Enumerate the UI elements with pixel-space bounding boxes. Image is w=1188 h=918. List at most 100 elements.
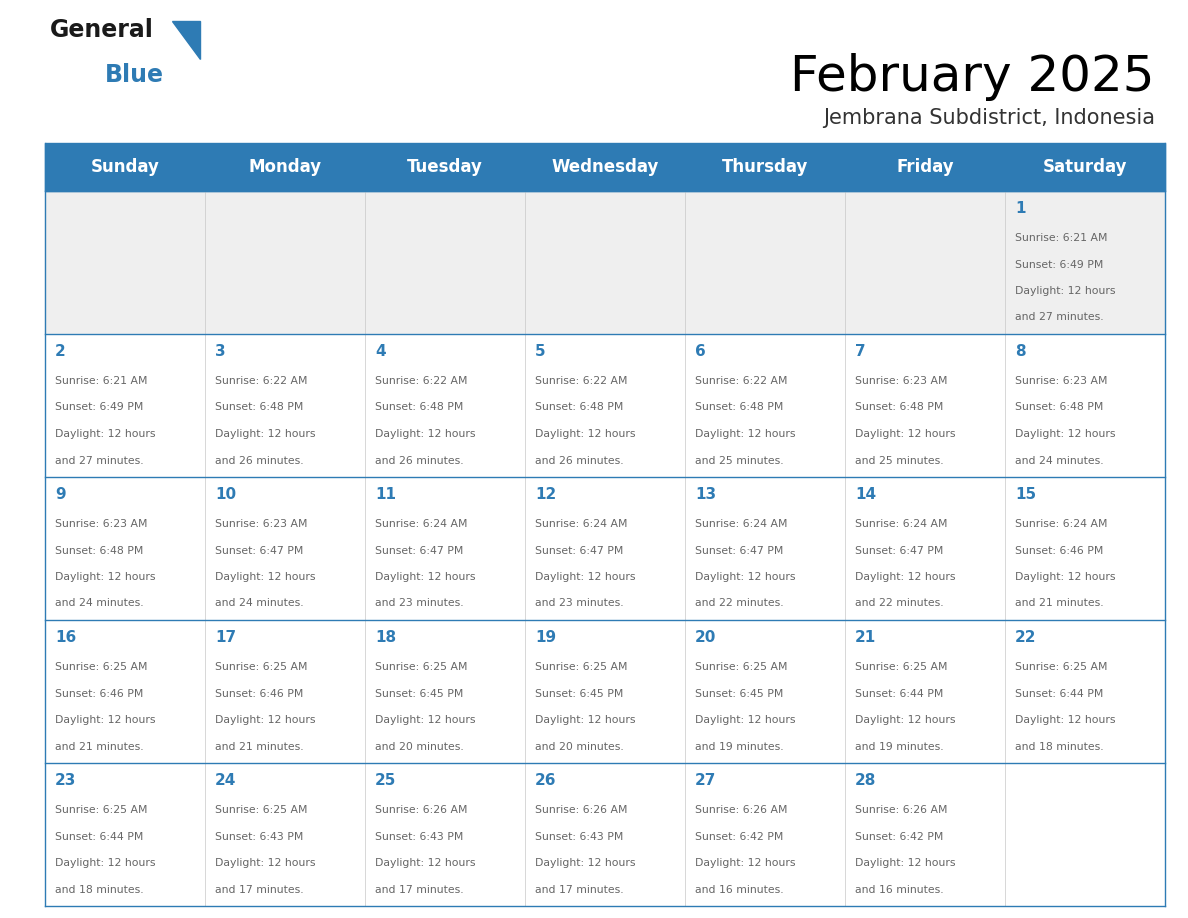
Text: and 23 minutes.: and 23 minutes. bbox=[375, 599, 463, 609]
Bar bbox=[45, 763, 1165, 906]
Text: Daylight: 12 hours: Daylight: 12 hours bbox=[375, 715, 475, 725]
Text: and 24 minutes.: and 24 minutes. bbox=[55, 599, 144, 609]
Text: February 2025: February 2025 bbox=[790, 53, 1155, 101]
Text: 5: 5 bbox=[535, 344, 545, 359]
Text: and 26 minutes.: and 26 minutes. bbox=[215, 455, 304, 465]
Text: Sunset: 6:47 PM: Sunset: 6:47 PM bbox=[375, 545, 463, 555]
Text: 13: 13 bbox=[695, 487, 716, 502]
Text: and 19 minutes.: and 19 minutes. bbox=[855, 742, 943, 752]
Text: and 24 minutes.: and 24 minutes. bbox=[215, 599, 304, 609]
Text: 8: 8 bbox=[1015, 344, 1025, 359]
Text: Daylight: 12 hours: Daylight: 12 hours bbox=[55, 858, 156, 868]
Text: Daylight: 12 hours: Daylight: 12 hours bbox=[535, 858, 636, 868]
Text: 15: 15 bbox=[1015, 487, 1036, 502]
Text: Sunset: 6:46 PM: Sunset: 6:46 PM bbox=[1015, 545, 1104, 555]
Text: 1: 1 bbox=[1015, 201, 1025, 216]
Text: Sunrise: 6:25 AM: Sunrise: 6:25 AM bbox=[55, 805, 147, 815]
Text: 11: 11 bbox=[375, 487, 396, 502]
Text: 3: 3 bbox=[215, 344, 226, 359]
Text: and 18 minutes.: and 18 minutes. bbox=[55, 885, 144, 894]
Text: 18: 18 bbox=[375, 630, 396, 645]
Text: Sunrise: 6:26 AM: Sunrise: 6:26 AM bbox=[695, 805, 788, 815]
Text: Daylight: 12 hours: Daylight: 12 hours bbox=[855, 429, 955, 439]
Text: Daylight: 12 hours: Daylight: 12 hours bbox=[375, 572, 475, 582]
Bar bbox=[45, 191, 1165, 334]
Text: Sunset: 6:46 PM: Sunset: 6:46 PM bbox=[55, 688, 144, 699]
Text: Sunrise: 6:26 AM: Sunrise: 6:26 AM bbox=[375, 805, 468, 815]
Text: Daylight: 12 hours: Daylight: 12 hours bbox=[215, 715, 316, 725]
Text: Sunset: 6:48 PM: Sunset: 6:48 PM bbox=[375, 402, 463, 412]
Text: 6: 6 bbox=[695, 344, 706, 359]
Text: Sunset: 6:48 PM: Sunset: 6:48 PM bbox=[535, 402, 624, 412]
Text: Jembrana Subdistrict, Indonesia: Jembrana Subdistrict, Indonesia bbox=[823, 108, 1155, 128]
Text: Sunset: 6:44 PM: Sunset: 6:44 PM bbox=[55, 832, 144, 842]
Text: Sunrise: 6:21 AM: Sunrise: 6:21 AM bbox=[55, 376, 147, 386]
Text: Daylight: 12 hours: Daylight: 12 hours bbox=[855, 715, 955, 725]
Text: Sunrise: 6:25 AM: Sunrise: 6:25 AM bbox=[855, 662, 948, 672]
Text: Sunset: 6:42 PM: Sunset: 6:42 PM bbox=[855, 832, 943, 842]
Text: Daylight: 12 hours: Daylight: 12 hours bbox=[855, 572, 955, 582]
Text: Sunrise: 6:22 AM: Sunrise: 6:22 AM bbox=[375, 376, 468, 386]
Text: Sunrise: 6:24 AM: Sunrise: 6:24 AM bbox=[1015, 519, 1107, 529]
Text: Sunrise: 6:25 AM: Sunrise: 6:25 AM bbox=[1015, 662, 1107, 672]
Text: Sunday: Sunday bbox=[90, 158, 159, 176]
Text: 7: 7 bbox=[855, 344, 866, 359]
Text: Sunrise: 6:25 AM: Sunrise: 6:25 AM bbox=[695, 662, 788, 672]
Text: Daylight: 12 hours: Daylight: 12 hours bbox=[215, 429, 316, 439]
Text: Sunrise: 6:26 AM: Sunrise: 6:26 AM bbox=[535, 805, 627, 815]
Text: 22: 22 bbox=[1015, 630, 1036, 645]
Text: Thursday: Thursday bbox=[722, 158, 808, 176]
Text: and 22 minutes.: and 22 minutes. bbox=[855, 599, 943, 609]
Text: and 27 minutes.: and 27 minutes. bbox=[1015, 312, 1104, 322]
Text: 14: 14 bbox=[855, 487, 876, 502]
Text: Daylight: 12 hours: Daylight: 12 hours bbox=[375, 858, 475, 868]
Text: 19: 19 bbox=[535, 630, 556, 645]
Text: Sunrise: 6:24 AM: Sunrise: 6:24 AM bbox=[535, 519, 627, 529]
Text: and 24 minutes.: and 24 minutes. bbox=[1015, 455, 1104, 465]
Text: and 21 minutes.: and 21 minutes. bbox=[55, 742, 144, 752]
Text: and 27 minutes.: and 27 minutes. bbox=[55, 455, 144, 465]
Text: Sunset: 6:43 PM: Sunset: 6:43 PM bbox=[375, 832, 463, 842]
Text: Daylight: 12 hours: Daylight: 12 hours bbox=[375, 429, 475, 439]
Text: and 26 minutes.: and 26 minutes. bbox=[375, 455, 463, 465]
Text: Daylight: 12 hours: Daylight: 12 hours bbox=[55, 429, 156, 439]
Text: Daylight: 12 hours: Daylight: 12 hours bbox=[535, 429, 636, 439]
Text: Daylight: 12 hours: Daylight: 12 hours bbox=[1015, 286, 1116, 296]
Text: Sunset: 6:44 PM: Sunset: 6:44 PM bbox=[855, 688, 943, 699]
Text: Daylight: 12 hours: Daylight: 12 hours bbox=[695, 429, 796, 439]
Text: and 16 minutes.: and 16 minutes. bbox=[855, 885, 943, 894]
Text: Daylight: 12 hours: Daylight: 12 hours bbox=[695, 715, 796, 725]
Text: Sunset: 6:46 PM: Sunset: 6:46 PM bbox=[215, 688, 303, 699]
Text: Sunset: 6:49 PM: Sunset: 6:49 PM bbox=[1015, 260, 1104, 270]
Text: and 23 minutes.: and 23 minutes. bbox=[535, 599, 624, 609]
Text: Sunrise: 6:23 AM: Sunrise: 6:23 AM bbox=[855, 376, 948, 386]
Text: 25: 25 bbox=[375, 773, 397, 788]
Bar bbox=[45, 477, 1165, 620]
Text: Saturday: Saturday bbox=[1043, 158, 1127, 176]
Text: Sunrise: 6:24 AM: Sunrise: 6:24 AM bbox=[855, 519, 948, 529]
Text: 9: 9 bbox=[55, 487, 65, 502]
Text: Sunrise: 6:23 AM: Sunrise: 6:23 AM bbox=[215, 519, 308, 529]
Text: Daylight: 12 hours: Daylight: 12 hours bbox=[55, 572, 156, 582]
Text: 12: 12 bbox=[535, 487, 556, 502]
Text: Sunrise: 6:24 AM: Sunrise: 6:24 AM bbox=[375, 519, 468, 529]
Text: Sunset: 6:45 PM: Sunset: 6:45 PM bbox=[695, 688, 783, 699]
Text: 16: 16 bbox=[55, 630, 76, 645]
Text: Sunrise: 6:25 AM: Sunrise: 6:25 AM bbox=[375, 662, 468, 672]
Text: Daylight: 12 hours: Daylight: 12 hours bbox=[535, 715, 636, 725]
Text: Sunrise: 6:26 AM: Sunrise: 6:26 AM bbox=[855, 805, 948, 815]
Text: and 17 minutes.: and 17 minutes. bbox=[215, 885, 304, 894]
Text: Sunset: 6:45 PM: Sunset: 6:45 PM bbox=[375, 688, 463, 699]
Text: Sunrise: 6:25 AM: Sunrise: 6:25 AM bbox=[215, 662, 308, 672]
Text: Sunrise: 6:25 AM: Sunrise: 6:25 AM bbox=[55, 662, 147, 672]
Text: Sunset: 6:47 PM: Sunset: 6:47 PM bbox=[695, 545, 783, 555]
Text: Sunset: 6:47 PM: Sunset: 6:47 PM bbox=[535, 545, 624, 555]
Text: Daylight: 12 hours: Daylight: 12 hours bbox=[215, 572, 316, 582]
Text: Sunset: 6:48 PM: Sunset: 6:48 PM bbox=[855, 402, 943, 412]
Text: Sunrise: 6:21 AM: Sunrise: 6:21 AM bbox=[1015, 233, 1107, 243]
Text: Daylight: 12 hours: Daylight: 12 hours bbox=[1015, 715, 1116, 725]
Text: 17: 17 bbox=[215, 630, 236, 645]
Text: Friday: Friday bbox=[896, 158, 954, 176]
Text: Sunset: 6:47 PM: Sunset: 6:47 PM bbox=[215, 545, 303, 555]
Text: 20: 20 bbox=[695, 630, 716, 645]
